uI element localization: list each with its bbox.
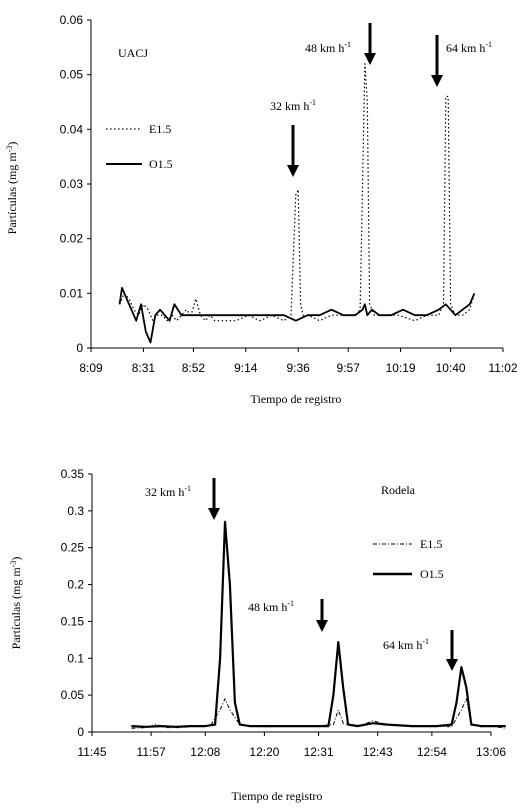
x-tick-label: 12:54 — [417, 745, 447, 759]
legend-e15-label: E1.5 — [149, 122, 171, 136]
chart-rodela-legend: E1.5 O1.5 — [373, 537, 444, 581]
x-tick-label: 8:31 — [132, 361, 156, 375]
speed-annotation-label: 32 km h-1 — [145, 484, 191, 499]
y-tick-label: 0.3 — [67, 504, 84, 518]
speed-annotation-label: 48 km h-1 — [248, 599, 294, 614]
y-tick-label: 0.05 — [60, 68, 84, 82]
chart-rodela-xlabel: Tiempo de registro — [232, 789, 323, 803]
chart-rodela-annotations: 32 km h-1 48 km h-1 64 km h-1 — [145, 478, 458, 671]
y-tick-label: 0.35 — [61, 467, 85, 481]
x-tick-label: 12:43 — [363, 745, 393, 759]
speed-annotation-label: 64 km h-1 — [446, 40, 492, 55]
y-tick-label: 0.1 — [67, 651, 84, 665]
speed-annotation-label: 48 km h-1 — [305, 40, 351, 55]
chart-rodela-x-ticks: 11:45 11:57 12:08 12:20 12:31 12:43 12:54 13:06 — [77, 732, 506, 759]
y-tick-label: 0 — [77, 725, 84, 739]
x-tick-label: 8:09 — [79, 361, 103, 375]
speed-annotation-label: 32 km h-1 — [270, 98, 316, 113]
speed-annotation-label: 64 km h-1 — [383, 637, 429, 652]
y-tick-label: 0.15 — [61, 614, 85, 628]
chart-uacj-annotations: 32 km h-1 48 km h-1 64 km h-1 — [270, 23, 492, 177]
chart-uacj-x-ticks: 8:09 8:31 8:52 9:14 9:36 9:57 10:19 10:40 11:02 — [79, 348, 518, 375]
chart-rodela-series — [131, 520, 506, 729]
chart-uacj-y-ticks: 0 0.01 0.02 0.03 0.04 0.05 0.06 — [60, 13, 91, 355]
legend-o15-label: O1.5 — [420, 567, 444, 581]
chart-uacj-xlabel: Tiempo de registro — [251, 392, 342, 406]
chart-rodela-title: Rodela — [381, 483, 416, 497]
chart-uacj: 0 0.01 0.02 0.03 0.04 0.05 0.06 8:09 8:31 8:52 9:… — [5, 13, 518, 406]
y-tick-label: 0.02 — [60, 232, 84, 246]
arrow-down-icon — [431, 75, 443, 87]
x-tick-label: 10:40 — [436, 361, 466, 375]
y-tick-label: 0.06 — [60, 13, 84, 27]
chart-rodela-ylabel: Partículas (mg m-3) — [9, 557, 23, 650]
arrow-down-icon — [316, 620, 328, 632]
chart-rodela-y-ticks: 0 0.05 0.1 0.15 0.2 0.25 0.3 0.35 — [61, 467, 92, 739]
arrow-down-icon — [364, 53, 376, 65]
chart-uacj-series — [118, 63, 476, 344]
series-line-e15 — [119, 63, 475, 322]
x-tick-label: 11:02 — [488, 361, 517, 375]
y-tick-label: 0.25 — [61, 541, 85, 555]
arrow-down-icon — [287, 165, 299, 177]
x-tick-label: 12:20 — [249, 745, 279, 759]
chart-rodela-axes — [91, 474, 491, 733]
y-tick-label: 0.2 — [67, 578, 84, 592]
arrow-down-icon — [446, 659, 458, 671]
x-tick-label: 9:36 — [287, 361, 311, 375]
x-tick-label: 8:52 — [182, 361, 206, 375]
series-line-o15 — [118, 286, 476, 344]
chart-uacj-legend: E1.5 O1.5 — [106, 122, 173, 171]
y-tick-label: 0.01 — [60, 286, 84, 300]
y-tick-label: 0.03 — [60, 177, 84, 191]
x-tick-label: 9:57 — [337, 361, 361, 375]
chart-uacj-axes — [90, 20, 503, 349]
x-tick-label: 11:57 — [137, 745, 166, 759]
chart-uacj-title: UACJ — [118, 46, 148, 60]
x-tick-label: 12:31 — [304, 745, 334, 759]
chart-rodela: 0 0.05 0.1 0.15 0.2 0.25 0.3 0.35 11:45 11:57 12:… — [9, 467, 506, 803]
series-line-o15 — [131, 520, 506, 728]
x-tick-label: 13:06 — [476, 745, 506, 759]
legend-o15-label: O1.5 — [149, 157, 173, 171]
x-tick-label: 11:45 — [77, 745, 106, 759]
x-tick-label: 12:08 — [190, 745, 220, 759]
y-tick-label: 0.05 — [61, 688, 85, 702]
y-tick-label: 0 — [76, 341, 83, 355]
y-tick-label: 0.04 — [60, 122, 84, 136]
legend-e15-label: E1.5 — [420, 537, 442, 551]
x-tick-label: 10:19 — [386, 361, 416, 375]
x-tick-label: 9:14 — [234, 361, 258, 375]
arrow-down-icon — [208, 508, 220, 520]
chart-uacj-ylabel: Partículas (mg m-3) — [5, 142, 19, 235]
